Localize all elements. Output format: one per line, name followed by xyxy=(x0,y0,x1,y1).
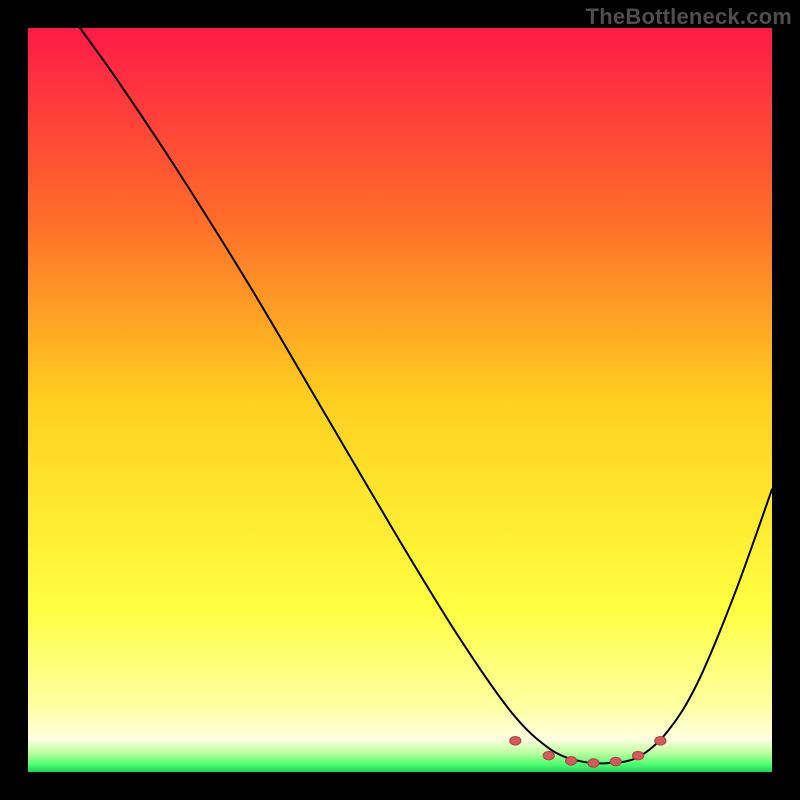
curve-marker xyxy=(510,737,521,745)
curve-marker xyxy=(588,759,599,767)
plot-area xyxy=(28,28,772,772)
figure-root: { "watermark": { "text": "TheBottleneck.… xyxy=(0,0,800,800)
curve-marker xyxy=(543,751,554,759)
curve-marker xyxy=(566,757,577,765)
curve-marker xyxy=(610,757,621,765)
gradient-background xyxy=(28,28,772,772)
curve-marker xyxy=(633,751,644,759)
watermark-text: TheBottleneck.com xyxy=(586,4,792,30)
curve-marker xyxy=(655,737,666,745)
chart-svg xyxy=(28,28,772,772)
